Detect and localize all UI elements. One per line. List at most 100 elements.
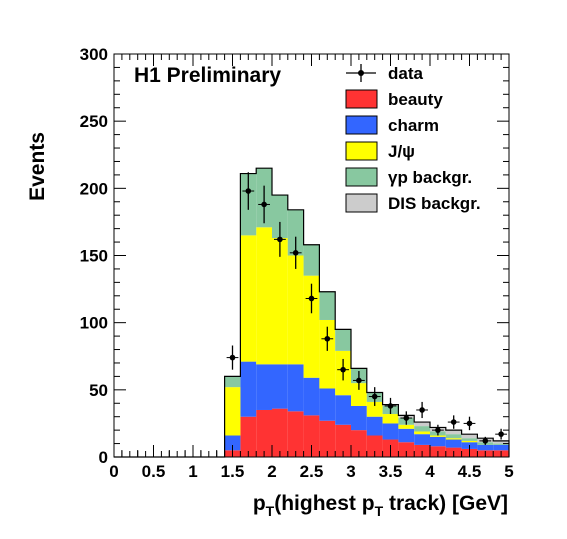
bar-charm-bin-21 xyxy=(445,439,462,448)
y-tick-label: 250 xyxy=(80,112,108,131)
bar-beauty-bin-9 xyxy=(256,409,272,457)
y-tick-label: 150 xyxy=(80,247,108,266)
bar-dis-backgr-bin-24 xyxy=(493,440,509,444)
bar-gp-backgr-bin-12 xyxy=(303,244,320,276)
legend: data beauty charm J/ψ γp backgr. DIS backgr. xyxy=(345,64,481,213)
bar-charm-bin-9 xyxy=(256,364,272,410)
data-marker-bin-14 xyxy=(340,366,346,373)
bar-charm-bin-11 xyxy=(287,364,304,412)
data-marker-bin-8 xyxy=(245,188,252,194)
bar-beauty-bin-11 xyxy=(287,411,304,457)
bar-jpsi-bin-11 xyxy=(287,255,304,365)
legend-swatch-charm xyxy=(345,115,378,135)
x-label-sub2: T xyxy=(375,503,384,519)
data-marker-bin-7 xyxy=(229,354,236,361)
legend-label-dis-backgr: DIS backgr. xyxy=(388,194,481,213)
y-axis-label: Events xyxy=(26,132,49,201)
data-marker-bin-9 xyxy=(261,201,267,208)
legend-data-marker xyxy=(358,70,364,76)
bar-jpsi-bin-10 xyxy=(272,238,288,365)
bar-jpsi-bin-16 xyxy=(366,401,383,417)
bar-gp-backgr-bin-7 xyxy=(224,376,241,388)
y-tick-label: 200 xyxy=(80,179,108,198)
x-tick-label: 1.5 xyxy=(221,462,245,481)
data-marker-bin-24 xyxy=(498,431,504,437)
bar-charm-bin-19 xyxy=(414,434,430,445)
data-marker-bin-16 xyxy=(371,393,378,400)
bar-beauty-bin-10 xyxy=(272,408,288,457)
x-tick-label: 5 xyxy=(504,462,513,481)
legend-item-gp-backgr: γp backgr. xyxy=(345,167,472,187)
data-point-bin-16 xyxy=(368,387,381,406)
bar-charm-bin-17 xyxy=(382,423,399,440)
data-point-bin-19 xyxy=(416,401,428,419)
data-marker-bin-12 xyxy=(308,295,315,302)
data-point-bin-9 xyxy=(258,185,270,224)
x-label-sub1: T xyxy=(266,503,275,519)
data-point-bin-15 xyxy=(353,371,365,390)
bar-gp-backgr-bin-19 xyxy=(414,426,430,432)
bar-charm-bin-14 xyxy=(335,395,351,425)
legend-label-beauty: beauty xyxy=(388,90,443,109)
bar-beauty-bin-13 xyxy=(319,420,336,457)
data-point-bin-18 xyxy=(400,411,413,425)
data-point-bin-10 xyxy=(274,221,286,257)
x-tick-label: 0 xyxy=(109,462,118,481)
chart-annotation: H1 Preliminary xyxy=(134,64,281,87)
legend-swatch-beauty xyxy=(345,89,378,109)
legend-item-jpsi: J/ψ xyxy=(345,141,415,161)
data-point-bin-17 xyxy=(384,397,397,415)
data-marker-bin-11 xyxy=(292,250,299,256)
data-marker-bin-10 xyxy=(277,236,283,243)
bar-charm-bin-10 xyxy=(272,364,288,409)
x-tick-label: 1 xyxy=(188,462,197,481)
bar-jpsi-bin-20 xyxy=(430,435,446,437)
data-marker-bin-13 xyxy=(324,335,331,342)
stacked-bars xyxy=(224,168,509,457)
bar-gp-backgr-bin-11 xyxy=(287,209,304,256)
bar-jpsi-bin-15 xyxy=(351,383,367,406)
data-point-bin-14 xyxy=(337,358,349,381)
bar-dis-backgr-bin-22 xyxy=(461,434,478,439)
bar-beauty-bin-12 xyxy=(303,415,320,457)
bar-dis-backgr-bin-21 xyxy=(445,430,462,435)
bar-jpsi-bin-7 xyxy=(224,387,241,436)
bar-charm-bin-20 xyxy=(430,436,446,447)
legend-item-data: data xyxy=(346,64,424,83)
bar-gp-backgr-bin-14 xyxy=(335,329,351,351)
data-marker-bin-23 xyxy=(482,438,489,444)
bar-jpsi-bin-12 xyxy=(303,275,320,378)
bar-charm-bin-15 xyxy=(351,405,367,431)
data-point-bin-22 xyxy=(463,416,476,431)
data-marker-bin-18 xyxy=(403,415,410,421)
x-label-p: p xyxy=(253,492,266,515)
bar-beauty-bin-18 xyxy=(398,442,415,457)
legend-label-gp-backgr: γp backgr. xyxy=(388,168,472,187)
data-marker-bin-17 xyxy=(387,403,394,409)
x-axis-label: pT(highest pT track) [GeV] xyxy=(253,492,508,519)
bar-charm-bin-8 xyxy=(240,361,257,417)
legend-item-beauty: beauty xyxy=(345,89,443,109)
data-point-bin-12 xyxy=(305,283,318,314)
bar-jpsi-bin-17 xyxy=(382,414,399,424)
bar-jpsi-bin-22 xyxy=(461,440,478,443)
bar-charm-bin-18 xyxy=(398,428,415,443)
x-tick-label: 4.5 xyxy=(458,462,482,481)
y-tick-label: 300 xyxy=(80,45,108,64)
bar-beauty-bin-16 xyxy=(366,435,383,457)
bar-gp-backgr-bin-21 xyxy=(445,434,462,439)
bar-beauty-bin-19 xyxy=(414,444,430,457)
data-marker-bin-20 xyxy=(435,427,441,433)
x-label-mid: (highest p xyxy=(274,492,374,515)
x-tick-label: 0.5 xyxy=(142,462,166,481)
bar-gp-backgr-bin-10 xyxy=(272,195,288,239)
legend-item-charm: charm xyxy=(345,115,439,135)
mc-total-outline-path xyxy=(114,167,510,458)
data-marker-bin-21 xyxy=(450,419,457,425)
data-point-bin-11 xyxy=(289,236,302,269)
y-tick-label: 50 xyxy=(89,381,108,400)
x-tick-label: 3 xyxy=(346,462,355,481)
bar-beauty-bin-15 xyxy=(351,430,367,457)
